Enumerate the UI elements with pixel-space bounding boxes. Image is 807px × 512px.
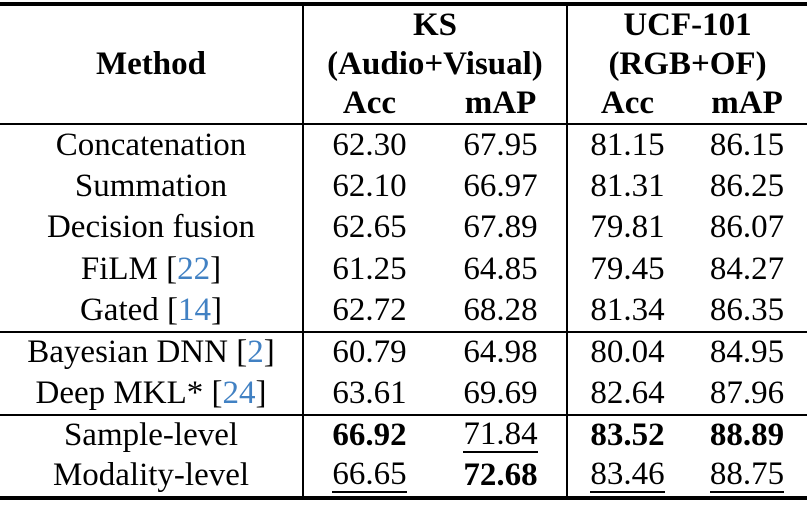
value-cell: 83.46: [590, 456, 665, 494]
citation-link[interactable]: 22: [177, 250, 211, 287]
value-cell: 86.35: [709, 291, 785, 328]
value-cell: 62.10: [332, 167, 407, 204]
method-cell: Sample-level: [0, 414, 304, 456]
results-table: Method KS UCF-101 (Audio+Visual) (RGB+OF…: [0, 2, 807, 500]
citation-link[interactable]: 14: [178, 291, 212, 328]
value-cell: 67.95: [435, 124, 568, 166]
value-cell: 64.98: [435, 331, 568, 373]
table-row: Sample-level 66.92 71.84 83.52 88.89: [0, 414, 807, 456]
value-cell: 71.84: [435, 414, 568, 456]
value-cell: 61.25: [332, 250, 407, 287]
value-cell: 82.64: [590, 374, 665, 411]
value-cell: 88.89: [709, 417, 785, 454]
value-cell: 60.79: [332, 334, 407, 371]
header-row-title: Method KS UCF-101: [0, 4, 807, 124]
value-cell: 64.85: [435, 248, 568, 290]
table-body: Concatenation 62.30 67.95 81.15 86.15 Summati…: [0, 124, 807, 498]
value-cell: 81.31: [590, 167, 665, 204]
value-cell: 66.92: [332, 417, 407, 454]
method-cell: Decision fusion: [0, 207, 304, 249]
table-row: Concatenation 62.30 67.95 81.15 86.15: [0, 124, 807, 166]
table-row: Bayesian DNN [2] 60.79 64.98 80.04 84.95: [0, 331, 807, 373]
table-row: Gated [14] 62.72 68.28 81.34 86.35: [0, 290, 807, 332]
method-cell: Gated [14]: [0, 290, 304, 332]
table-row: Decision fusion 62.65 67.89 79.81 86.07: [0, 207, 807, 249]
header-ks-acc: Acc: [342, 85, 397, 121]
table-row: Summation 62.10 66.97 81.31 86.25: [0, 165, 807, 207]
method-cell: FiLM [22]: [0, 248, 304, 290]
value-cell: 79.45: [590, 250, 665, 287]
value-cell: 86.25: [709, 167, 785, 204]
header-group-ucf-title: UCF-101: [623, 6, 752, 43]
value-cell: 66.65: [332, 456, 407, 494]
value-cell: 84.27: [709, 250, 785, 287]
value-cell: 67.89: [435, 207, 568, 249]
header-row-metrics: Acc mAP Acc mAP: [0, 84, 807, 124]
header-method: Method: [0, 4, 304, 124]
method-cell: Summation: [0, 165, 304, 207]
citation-link[interactable]: 2: [247, 334, 264, 371]
value-cell: 62.30: [332, 126, 407, 163]
value-cell: 88.75: [709, 456, 785, 494]
table-row: FiLM [22] 61.25 64.85 79.45 84.27: [0, 248, 807, 290]
header-ucf-map: mAP: [711, 85, 783, 121]
value-cell: 62.72: [332, 291, 407, 328]
value-cell: 79.81: [590, 209, 665, 246]
method-cell: Modality-level: [0, 456, 304, 498]
value-cell: 83.52: [590, 417, 665, 454]
value-cell: 81.34: [590, 291, 665, 328]
method-cell: Concatenation: [0, 124, 304, 166]
header-row-subtitle: (Audio+Visual) (RGB+OF): [0, 44, 807, 84]
value-cell: 86.15: [709, 126, 785, 163]
method-cell: Deep MKL* [24]: [0, 373, 304, 415]
value-cell: 63.61: [332, 374, 407, 411]
table-row: Deep MKL* [24] 63.61 69.69 82.64 87.96: [0, 373, 807, 415]
value-cell: 62.65: [332, 209, 407, 246]
header-group-ks-title: KS: [303, 4, 568, 44]
citation-link[interactable]: 24: [222, 374, 256, 411]
value-cell: 69.69: [435, 373, 568, 415]
value-cell: 87.96: [709, 374, 785, 411]
value-cell: 84.95: [709, 334, 785, 371]
table-row: Modality-level 66.65 72.68 83.46 88.75: [0, 456, 807, 498]
value-cell: 66.97: [435, 165, 568, 207]
value-cell: 72.68: [435, 456, 568, 498]
value-cell: 81.15: [590, 126, 665, 163]
header-group-ucf-subtitle: (RGB+OF): [608, 45, 767, 82]
header-group-ks-subtitle: (Audio+Visual): [303, 44, 568, 84]
value-cell: 86.07: [709, 209, 785, 246]
value-cell: 80.04: [590, 334, 665, 371]
value-cell: 68.28: [435, 290, 568, 332]
table-header: Method KS UCF-101 (Audio+Visual) (RGB+OF…: [0, 4, 807, 124]
method-cell: Bayesian DNN [2]: [0, 331, 304, 373]
header-ucf-acc: Acc: [600, 85, 655, 121]
header-ks-map: mAP: [435, 84, 568, 124]
